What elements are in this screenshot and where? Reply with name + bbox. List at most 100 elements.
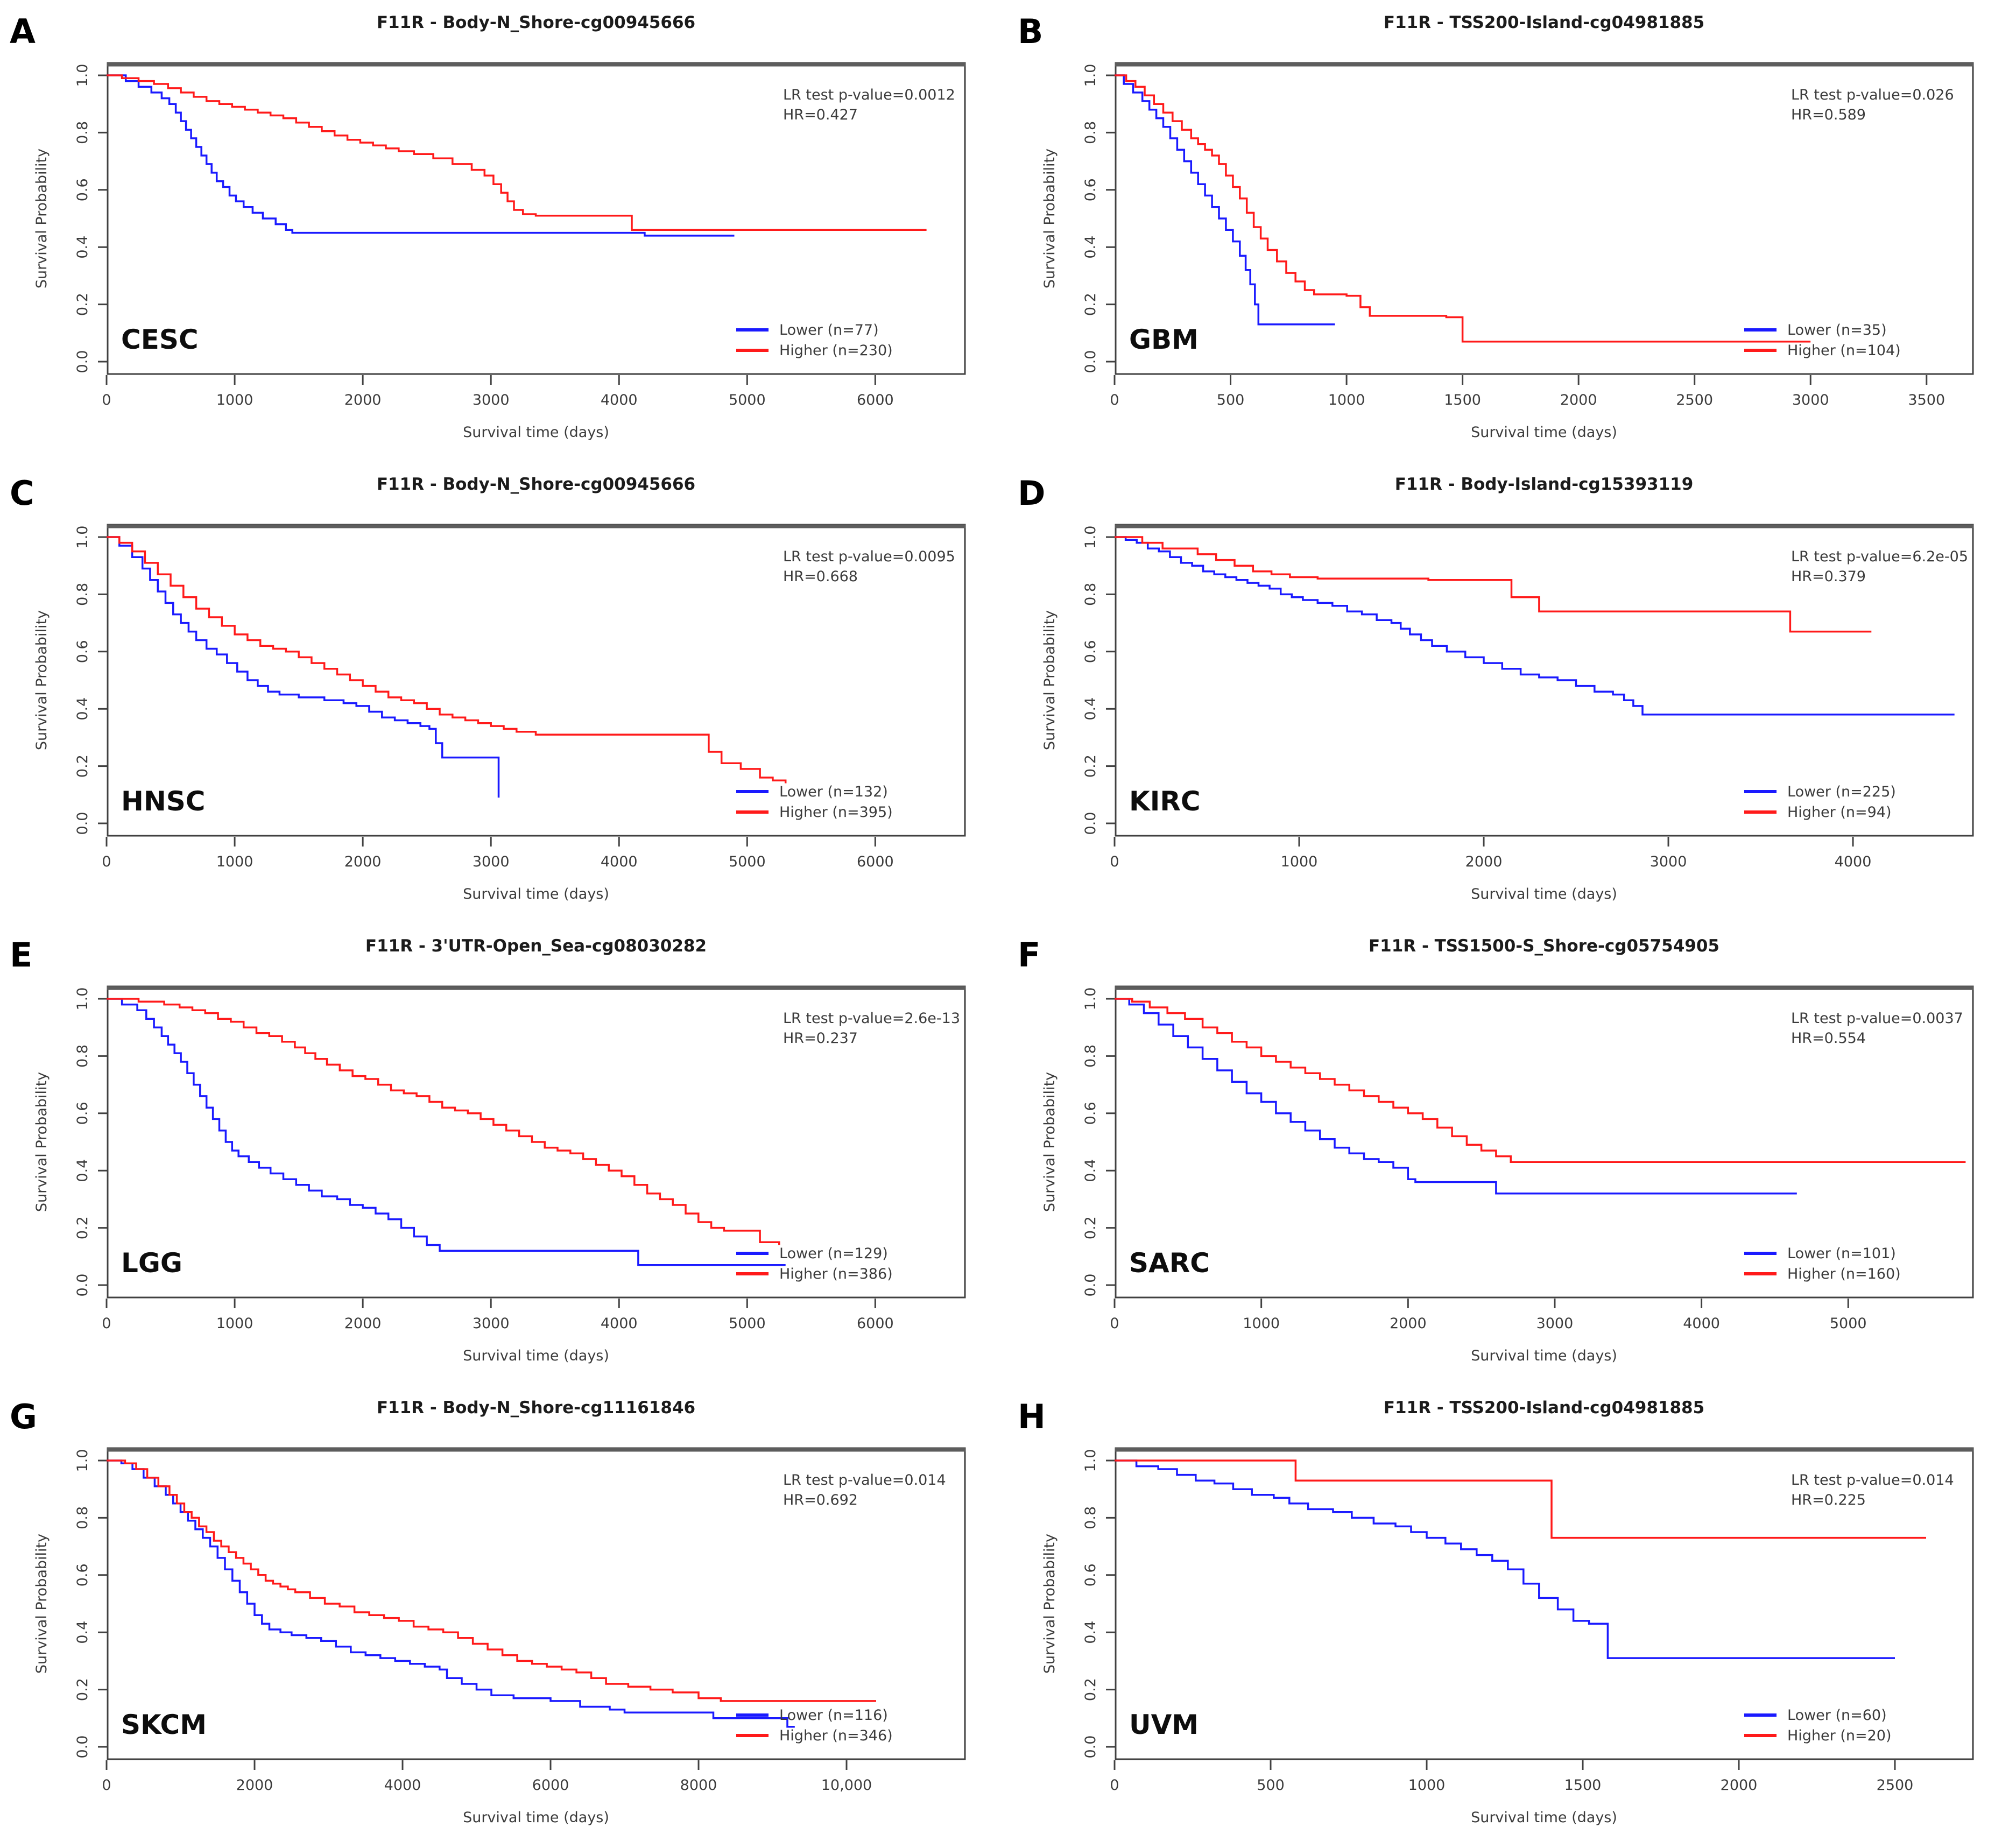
y-tick-label: 0.2 <box>1082 1678 1099 1701</box>
survival-curve-higher <box>1115 536 1872 633</box>
x-tick-label: 2000 <box>1560 392 1597 408</box>
y-tick-label: 1.0 <box>1082 988 1099 1011</box>
legend-label-lower: Lower (n=101) <box>1787 1245 1896 1262</box>
chart-title: F11R - Body-N_Shore-cg00945666 <box>377 475 695 494</box>
y-tick-label: 0.6 <box>74 178 91 201</box>
x-tick-label: 2000 <box>1390 1315 1427 1332</box>
x-tick-label: 6000 <box>857 392 894 408</box>
lr-test-pvalue: LR test p-value=0.014 <box>1791 1472 1954 1489</box>
legend-label-higher: Higher (n=346) <box>779 1727 893 1744</box>
legend-label-higher: Higher (n=20) <box>1787 1727 1892 1744</box>
legend-label-higher: Higher (n=395) <box>779 804 893 821</box>
x-tick-label: 1500 <box>1564 1777 1602 1794</box>
x-tick-label: 3500 <box>1908 392 1945 408</box>
y-tick-label: 1.0 <box>74 526 91 549</box>
legend-label-lower: Lower (n=116) <box>779 1707 888 1724</box>
survival-curve-higher <box>1115 998 1966 1163</box>
lr-test-pvalue: LR test p-value=0.026 <box>1791 87 1954 103</box>
y-tick-label: 0.8 <box>74 1506 91 1529</box>
y-axis-title: Survival Probability <box>33 149 50 288</box>
legend-label-lower: Lower (n=129) <box>779 1245 888 1262</box>
y-tick-label: 0.0 <box>74 1736 91 1759</box>
x-tick-label: 1500 <box>1444 392 1481 408</box>
y-tick-label: 0.0 <box>1082 1736 1099 1759</box>
x-tick-label: 0 <box>102 1777 111 1794</box>
cancer-type-label: KIRC <box>1129 786 1201 817</box>
x-tick-label: 2500 <box>1676 392 1713 408</box>
hazard-ratio: HR=0.589 <box>1791 107 1866 123</box>
x-tick-label: 1000 <box>1408 1777 1446 1794</box>
y-tick-label: 0.6 <box>74 1102 91 1125</box>
chart-title: F11R - Body-N_Shore-cg11161846 <box>377 1398 695 1417</box>
panel-letter: B <box>1018 12 1043 51</box>
panel-letter: C <box>10 474 34 513</box>
hazard-ratio: HR=0.225 <box>1791 1492 1866 1508</box>
y-tick-label: 0.0 <box>1082 350 1099 373</box>
panel-C: C F11R - Body-N_Shore-cg00945666 0.0 0.2 0.4… <box>0 462 1008 923</box>
lr-test-pvalue: LR test p-value=0.0095 <box>783 548 955 565</box>
x-axis-title: Survival time (days) <box>463 886 609 902</box>
x-tick-label: 3000 <box>1650 854 1687 870</box>
panel-letter: G <box>10 1397 37 1436</box>
y-tick-label: 0.0 <box>74 350 91 373</box>
y-axis-title: Survival Probability <box>1041 1534 1058 1674</box>
x-tick-label: 6000 <box>857 1315 894 1332</box>
cancer-type-label: HNSC <box>121 786 205 817</box>
lr-test-pvalue: LR test p-value=6.2e-05 <box>1791 548 1968 565</box>
survival-curve-higher <box>1115 1459 1926 1539</box>
x-tick-label: 5000 <box>729 392 766 408</box>
x-axis-title: Survival time (days) <box>463 1809 609 1826</box>
km-plot-F: F F11R - TSS1500-S_Shore-cg05754905 0.0 0.2… <box>1018 935 1974 1364</box>
y-tick-label: 0.4 <box>1082 1159 1099 1182</box>
km-plot-C: C F11R - Body-N_Shore-cg00945666 0.0 0.2 0.4… <box>10 474 966 902</box>
x-tick-label: 2000 <box>236 1777 273 1794</box>
y-tick-label: 0.4 <box>74 236 91 259</box>
y-tick-label: 0.0 <box>1082 1274 1099 1297</box>
x-axis-title: Survival time (days) <box>1471 1809 1617 1826</box>
y-tick-label: 0.6 <box>1082 640 1099 663</box>
panel-H: H F11R - TSS200-Island-cg04981885 0.0 0.2 0.… <box>1008 1385 2016 1847</box>
y-tick-label: 0.6 <box>74 1563 91 1586</box>
cancer-type-label: UVM <box>1129 1709 1199 1740</box>
x-tick-label: 1000 <box>216 392 253 408</box>
y-tick-label: 0.6 <box>1082 1563 1099 1586</box>
y-tick-label: 0.0 <box>74 1274 91 1297</box>
x-tick-label: 2500 <box>1877 1777 1914 1794</box>
y-tick-label: 0.2 <box>74 293 91 316</box>
x-tick-label: 0 <box>1110 1777 1119 1794</box>
legend-label-higher: Higher (n=160) <box>1787 1266 1901 1282</box>
cancer-type-label: SKCM <box>121 1709 207 1740</box>
x-tick-label: 0 <box>102 854 111 870</box>
legend-label-higher: Higher (n=104) <box>1787 342 1901 359</box>
survival-curve-lower <box>107 536 500 798</box>
panel-G: G F11R - Body-N_Shore-cg11161846 0.0 0.2 0.4… <box>0 1385 1008 1847</box>
legend-label-lower: Lower (n=132) <box>779 784 888 800</box>
legend-label-higher: Higher (n=386) <box>779 1266 893 1282</box>
y-tick-label: 1.0 <box>1082 64 1099 87</box>
cancer-type-label: LGG <box>121 1247 182 1279</box>
panel-A: A F11R - Body-N_Shore-cg00945666 0.0 0.2 0.4… <box>0 0 1008 462</box>
chart-title: F11R - 3'UTR-Open_Sea-cg08030282 <box>365 936 707 956</box>
x-tick-label: 0 <box>102 1315 111 1332</box>
y-tick-label: 0.8 <box>74 121 91 144</box>
km-plot-D: D F11R - Body-Island-cg15393119 0.0 0.2 0.4 0… <box>1018 474 1974 902</box>
y-tick-label: 0.4 <box>74 1159 91 1182</box>
x-tick-label: 4000 <box>601 854 638 870</box>
x-tick-label: 500 <box>1217 392 1245 408</box>
x-tick-label: 4000 <box>601 1315 638 1332</box>
y-tick-label: 0.8 <box>1082 583 1099 606</box>
chart-title: F11R - TSS200-Island-cg04981885 <box>1384 1398 1704 1417</box>
y-axis-title: Survival Probability <box>1041 610 1058 750</box>
x-tick-label: 5000 <box>729 1315 766 1332</box>
legend-label-lower: Lower (n=77) <box>779 322 879 338</box>
survival-curve-lower <box>1115 536 1955 716</box>
legend-label-lower: Lower (n=225) <box>1787 784 1896 800</box>
x-tick-label: 500 <box>1257 1777 1285 1794</box>
y-tick-label: 0.2 <box>1082 754 1099 778</box>
lr-test-pvalue: LR test p-value=0.0012 <box>783 87 955 103</box>
panel-letter: D <box>1018 474 1045 513</box>
lr-test-pvalue: LR test p-value=0.0037 <box>1791 1010 1963 1027</box>
y-tick-label: 0.8 <box>1082 1045 1099 1068</box>
y-tick-label: 0.8 <box>1082 1506 1099 1529</box>
x-tick-label: 3000 <box>473 854 510 870</box>
